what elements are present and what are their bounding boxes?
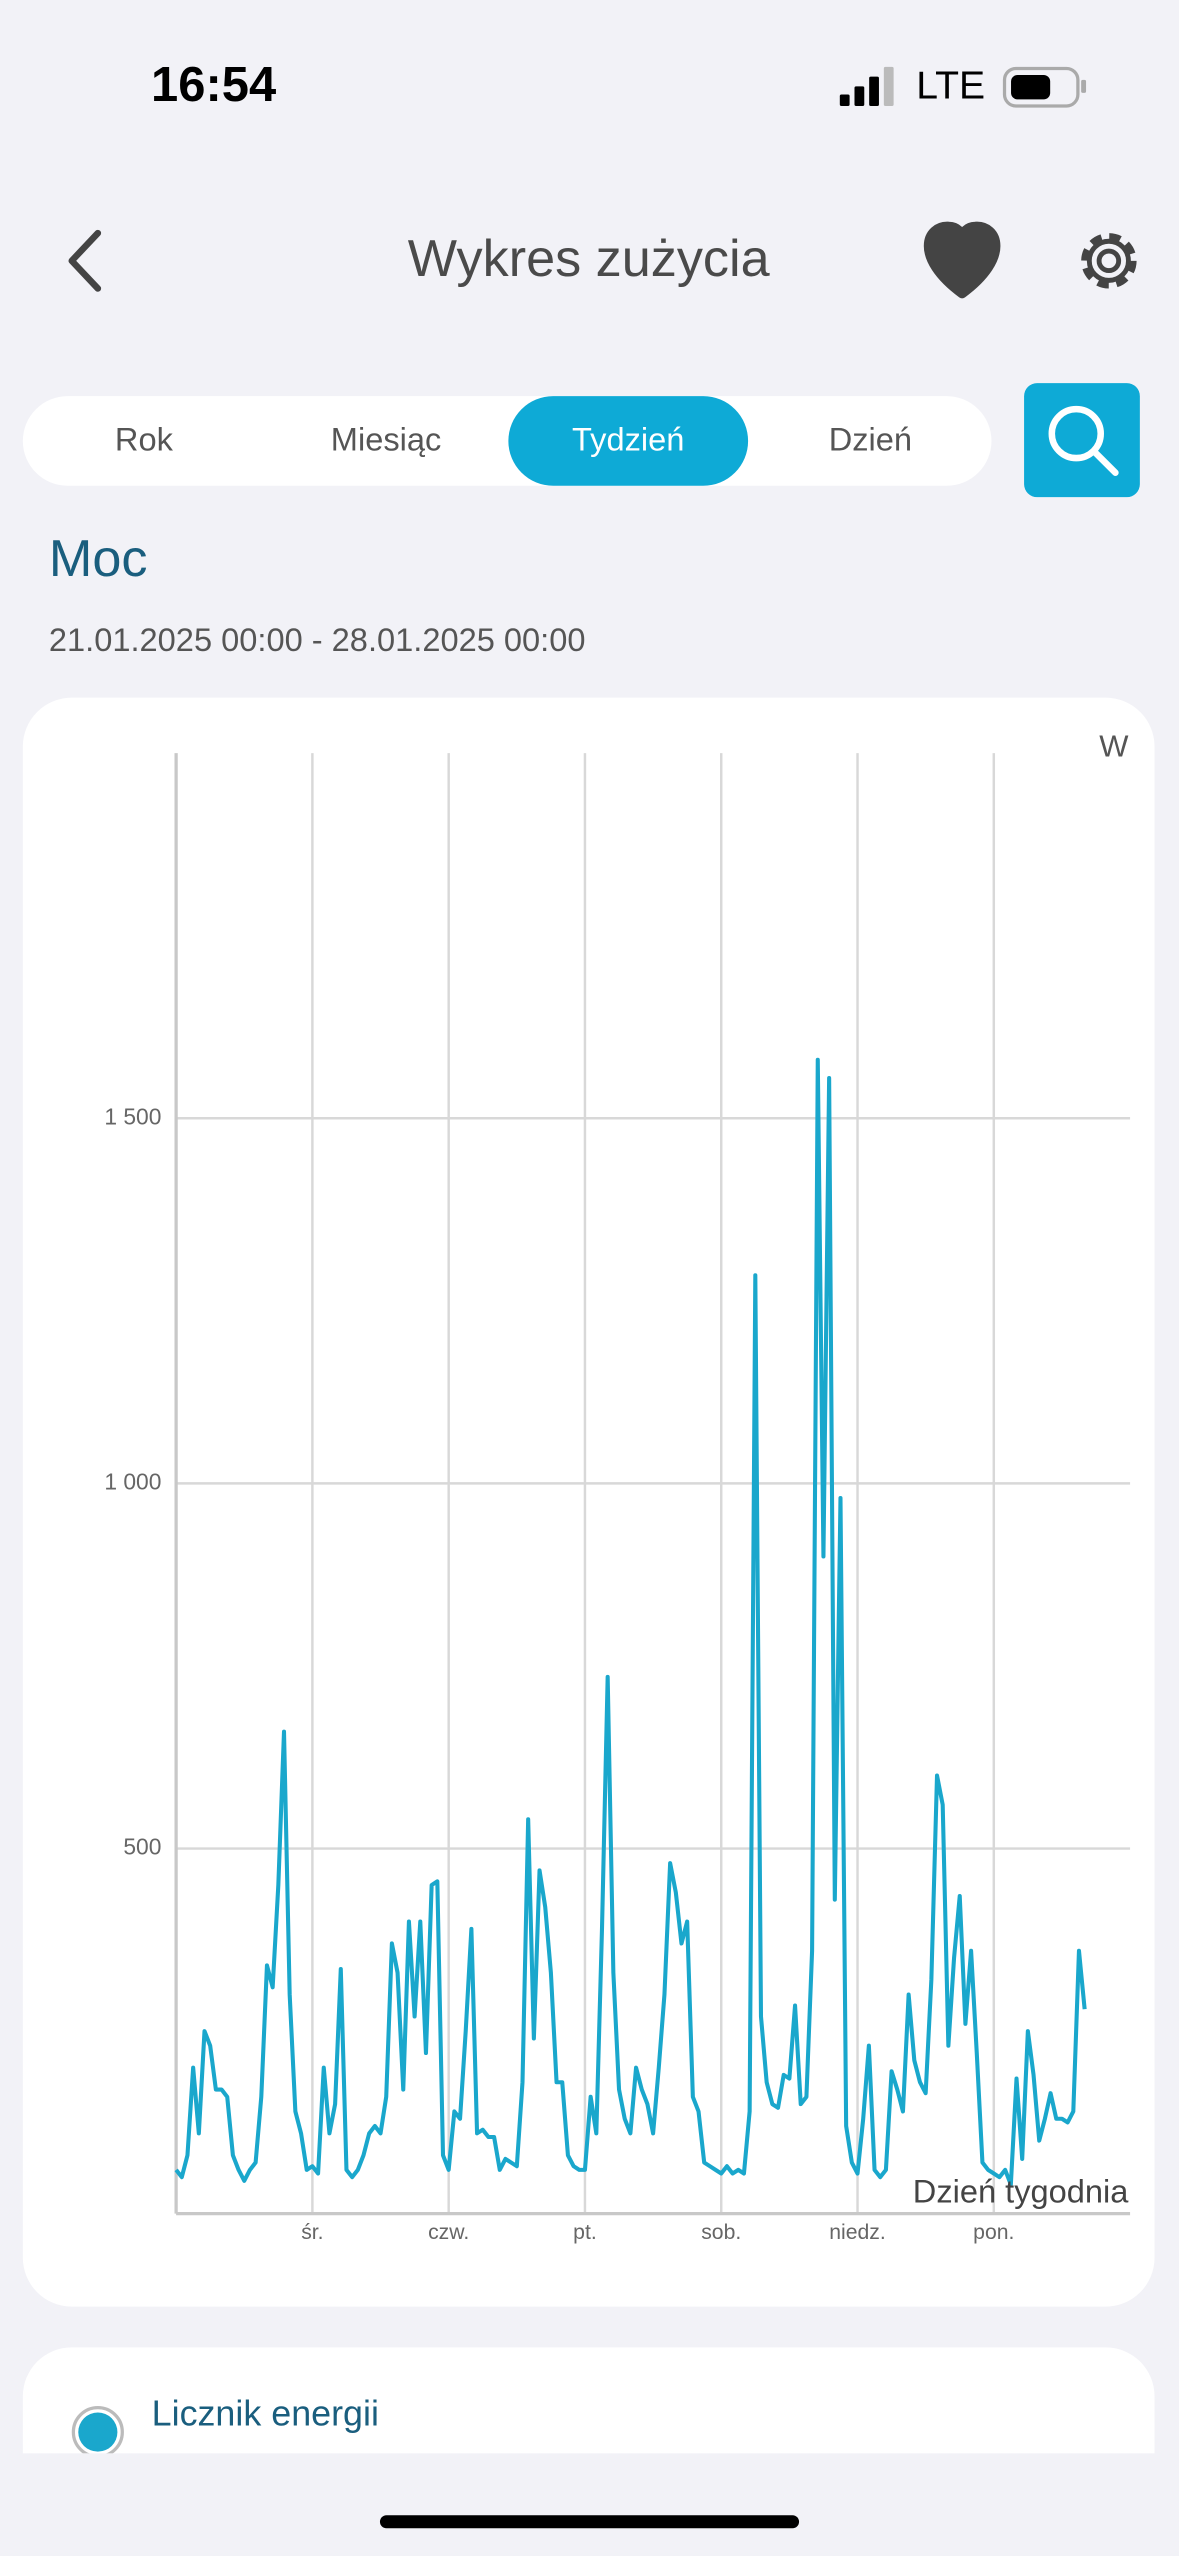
x-tick-label: niedz. xyxy=(829,2221,886,2244)
y-tick-label: 1 000 xyxy=(104,1468,161,1494)
status-network: LTE xyxy=(916,64,985,107)
chart-subtitle: 21.01.2025 00:00 - 28.01.2025 00:00 xyxy=(49,621,586,658)
search-icon xyxy=(1048,405,1119,476)
x-tick-label: sob. xyxy=(701,2221,741,2244)
bottom-safe-area xyxy=(0,2453,1179,2556)
legend-label: Licznik energii xyxy=(152,2393,379,2433)
search-button[interactable] xyxy=(1024,383,1140,498)
tab-bar xyxy=(22,396,992,486)
header-title: Wykres zużycia xyxy=(408,230,770,288)
x-tick-label: czw. xyxy=(428,2221,469,2244)
tab[interactable]: Dzień xyxy=(829,420,912,457)
x-tick-label: pon. xyxy=(973,2221,1014,2244)
y-tick-label: 1 500 xyxy=(104,1103,161,1129)
data-line xyxy=(174,1057,1087,2187)
battery-icon xyxy=(1002,66,1087,108)
tab[interactable]: Rok xyxy=(115,420,174,457)
x-axis-label: Dzień tygodnia xyxy=(913,2173,1130,2210)
chart-title: Moc xyxy=(49,530,148,588)
legend-swatch[interactable] xyxy=(78,2412,118,2452)
y-unit: W xyxy=(1099,728,1129,763)
settings-button[interactable] xyxy=(1081,233,1137,289)
y-tick-label: 500 xyxy=(123,1834,161,1860)
tab-selected-bg xyxy=(508,396,749,486)
status-time: 16:54 xyxy=(151,58,276,112)
home-indicator xyxy=(379,2515,800,2529)
tab[interactable]: Tydzień xyxy=(572,420,684,457)
tab[interactable]: Miesiąc xyxy=(331,420,442,457)
x-tick-label: śr. xyxy=(301,2221,323,2244)
favorite-button[interactable] xyxy=(924,221,1001,299)
chart-card xyxy=(22,697,1155,2307)
signal-icon xyxy=(839,66,894,106)
back-button[interactable] xyxy=(68,229,102,292)
x-tick-label: pt. xyxy=(573,2221,597,2244)
